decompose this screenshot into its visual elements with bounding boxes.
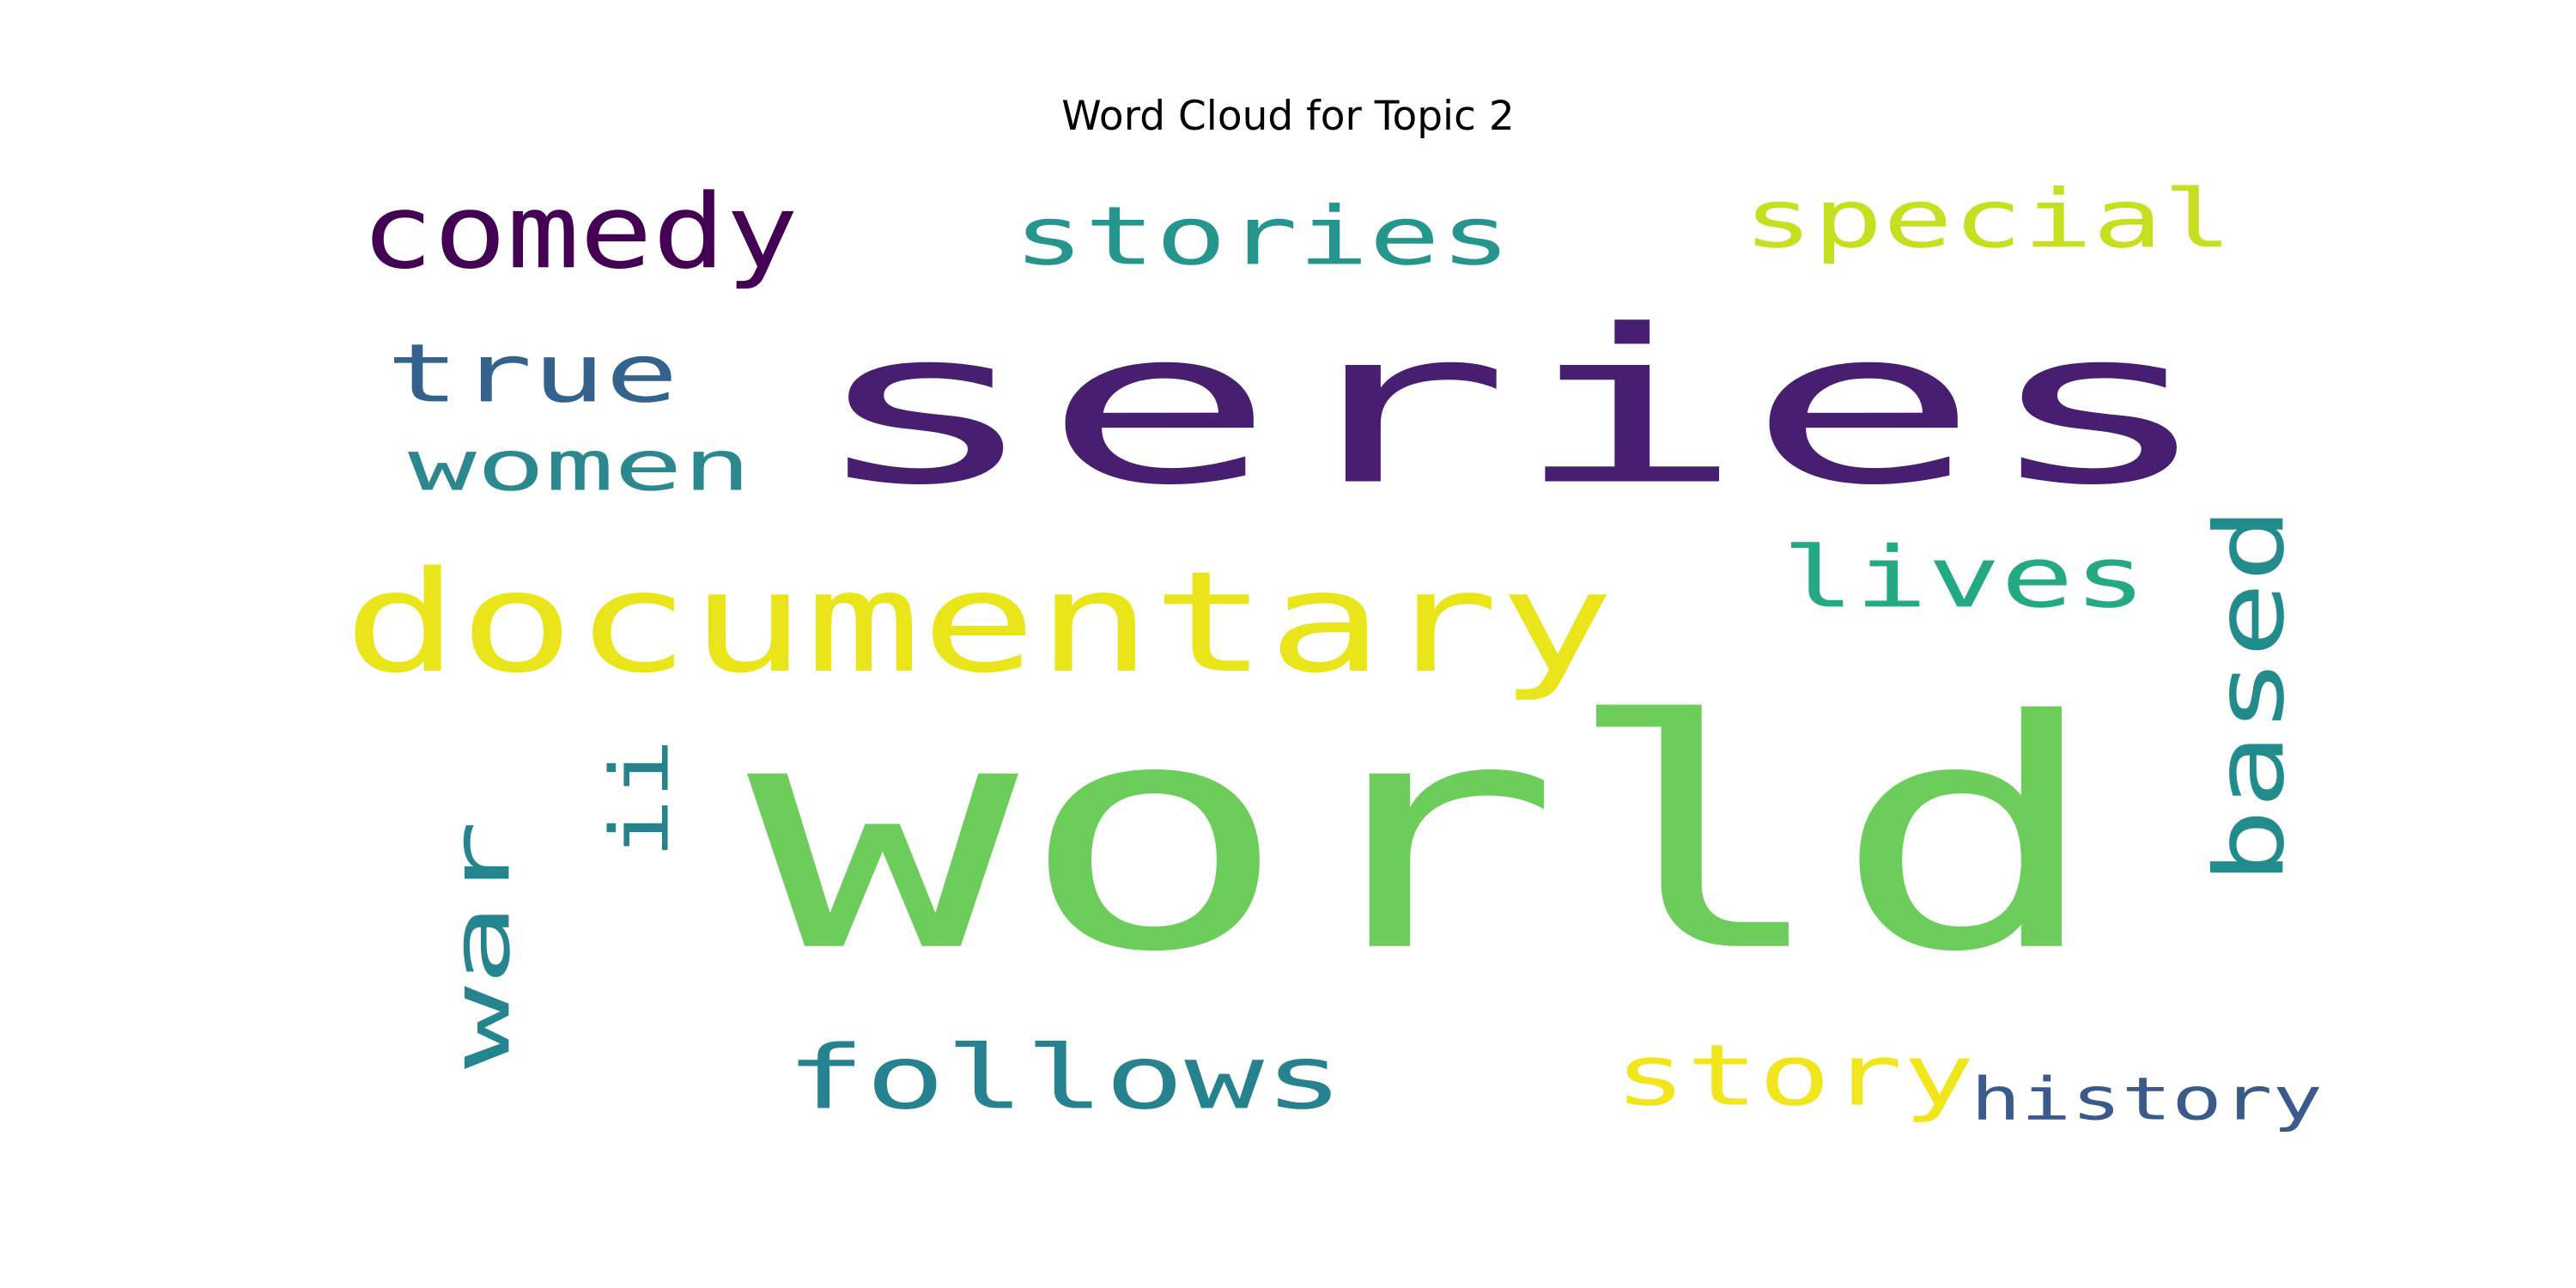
word-lives: lives bbox=[1782, 528, 2147, 627]
word-comedy: comedy bbox=[361, 173, 799, 292]
word-documentary: documentary bbox=[343, 542, 1614, 704]
word-war: war bbox=[434, 820, 528, 1069]
word-based: based bbox=[2194, 507, 2306, 884]
word-world: world bbox=[747, 653, 2104, 1020]
word-series: series bbox=[807, 284, 2215, 532]
figure-title: Word Cloud for Topic 2 bbox=[1061, 93, 1515, 140]
word-stories: stories bbox=[1013, 189, 1511, 283]
word-women: women bbox=[408, 425, 751, 506]
word-follows: follows bbox=[786, 1026, 1344, 1129]
word-ii: ii bbox=[592, 738, 686, 859]
word-story: story bbox=[1614, 1027, 1975, 1125]
word-true: true bbox=[386, 327, 678, 421]
word-history: history bbox=[1971, 1065, 2323, 1133]
word-special: special bbox=[1743, 173, 2233, 266]
